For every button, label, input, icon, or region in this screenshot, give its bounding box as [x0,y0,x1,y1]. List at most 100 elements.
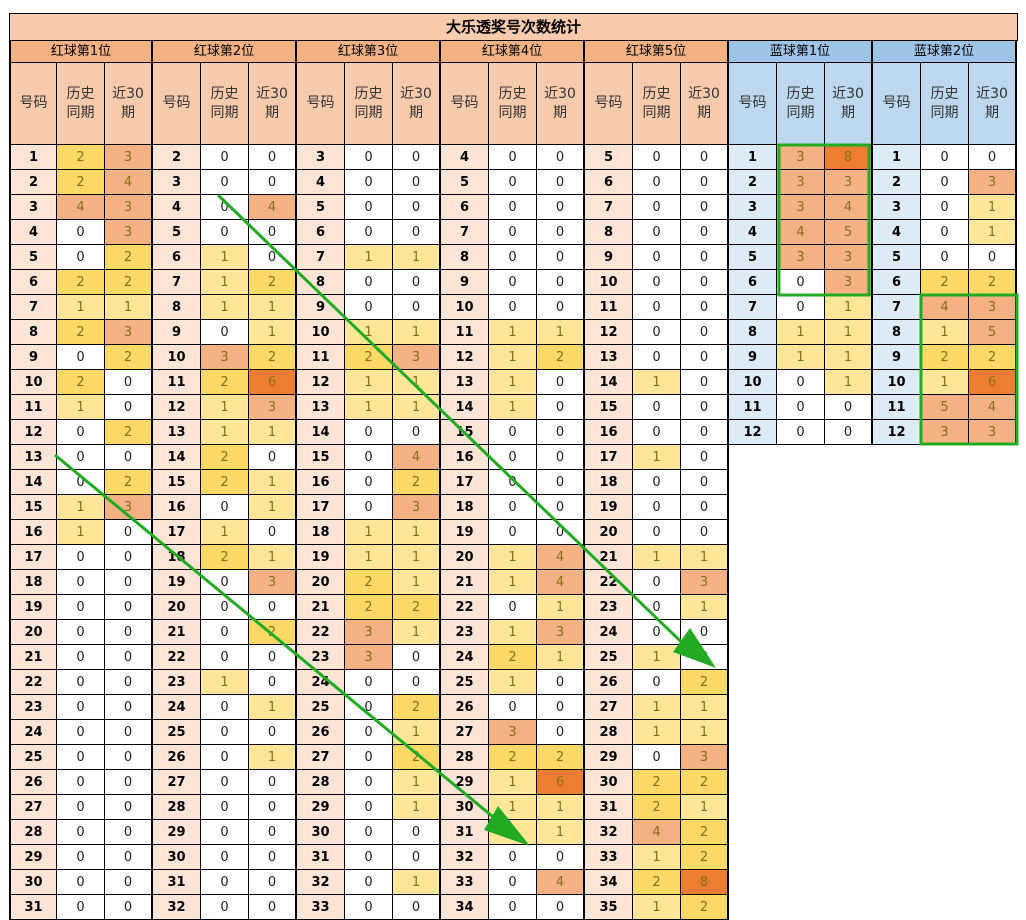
row-number: 14 [297,420,345,445]
history-count: 0 [57,870,105,895]
row-number: 31 [585,795,633,820]
recent30-count: 3 [105,220,153,245]
history-count: 3 [777,170,825,195]
row-number: 6 [441,195,489,220]
recent30-count: 4 [969,395,1017,420]
subheader-number: 号码 [441,63,489,145]
history-count: 3 [345,620,393,645]
row-number: 22 [153,645,201,670]
history-count: 1 [345,370,393,395]
recent30-count: 2 [681,895,729,920]
history-count: 1 [489,370,537,395]
history-count: 0 [345,820,393,845]
history-count: 2 [57,320,105,345]
row-number: 33 [297,895,345,920]
history-count: 2 [633,870,681,895]
recent30-count: 0 [393,895,441,920]
row-number: 10 [873,370,921,395]
row-number: 22 [297,620,345,645]
row-number: 23 [9,695,57,720]
row-number: 9 [873,345,921,370]
recent30-count: 1 [681,720,729,745]
recent30-count: 0 [681,620,729,645]
history-count: 0 [57,345,105,370]
row-number: 13 [441,370,489,395]
history-count: 0 [345,695,393,720]
row-number: 10 [585,270,633,295]
group-header-5: 红球第5位 [585,41,729,63]
history-count: 0 [633,470,681,495]
history-count: 0 [489,295,537,320]
history-count: 1 [201,245,249,270]
history-count: 0 [489,420,537,445]
recent30-count: 4 [249,195,297,220]
history-count: 1 [489,570,537,595]
subheader-recent30: 近30 期 [393,63,441,145]
history-count: 0 [489,195,537,220]
recent30-count: 0 [105,370,153,395]
row-number: 14 [9,470,57,495]
recent30-count: 5 [969,320,1017,345]
recent30-count: 1 [393,320,441,345]
recent30-count: 3 [393,345,441,370]
history-count: 1 [489,545,537,570]
history-count: 0 [201,845,249,870]
row-number: 21 [153,620,201,645]
recent30-count: 3 [969,295,1017,320]
row-number: 20 [9,620,57,645]
recent30-count: 5 [825,220,873,245]
row-number: 14 [585,370,633,395]
row-number: 28 [585,720,633,745]
recent30-count: 0 [681,145,729,170]
history-count: 0 [57,245,105,270]
history-count: 1 [201,420,249,445]
recent30-count: 1 [537,820,585,845]
history-count: 0 [57,720,105,745]
row-number: 8 [873,320,921,345]
recent30-count: 2 [969,345,1017,370]
row-number: 16 [9,520,57,545]
row-number: 19 [297,545,345,570]
row-number: 17 [297,495,345,520]
row-number: 8 [729,320,777,345]
row-number: 17 [153,520,201,545]
history-count: 1 [777,345,825,370]
history-count: 0 [57,445,105,470]
recent30-count: 0 [537,145,585,170]
row-number: 21 [441,570,489,595]
history-count: 0 [57,645,105,670]
history-count: 2 [633,770,681,795]
row-number: 27 [441,720,489,745]
subheader-recent30: 近30 期 [249,63,297,145]
row-number: 11 [873,395,921,420]
recent30-count: 0 [681,295,729,320]
history-count: 2 [345,345,393,370]
history-count: 4 [777,220,825,245]
history-count: 1 [57,520,105,545]
subheader-number: 号码 [585,63,633,145]
recent30-count: 0 [681,470,729,495]
recent30-count: 2 [681,770,729,795]
history-count: 2 [921,270,969,295]
history-count: 1 [345,395,393,420]
row-number: 24 [153,695,201,720]
history-count: 1 [201,670,249,695]
history-count: 0 [201,645,249,670]
recent30-count: 0 [681,195,729,220]
history-count: 1 [633,545,681,570]
row-number: 28 [297,770,345,795]
history-count: 1 [345,245,393,270]
recent30-count: 0 [249,845,297,870]
recent30-count: 0 [681,445,729,470]
recent30-count: 2 [681,820,729,845]
recent30-count: 0 [105,545,153,570]
history-count: 2 [345,595,393,620]
recent30-count: 0 [537,720,585,745]
history-count: 0 [57,420,105,445]
recent30-count: 0 [537,220,585,245]
row-number: 15 [585,395,633,420]
history-count: 0 [201,145,249,170]
recent30-count: 1 [249,695,297,720]
row-number: 31 [441,820,489,845]
row-number: 10 [297,320,345,345]
